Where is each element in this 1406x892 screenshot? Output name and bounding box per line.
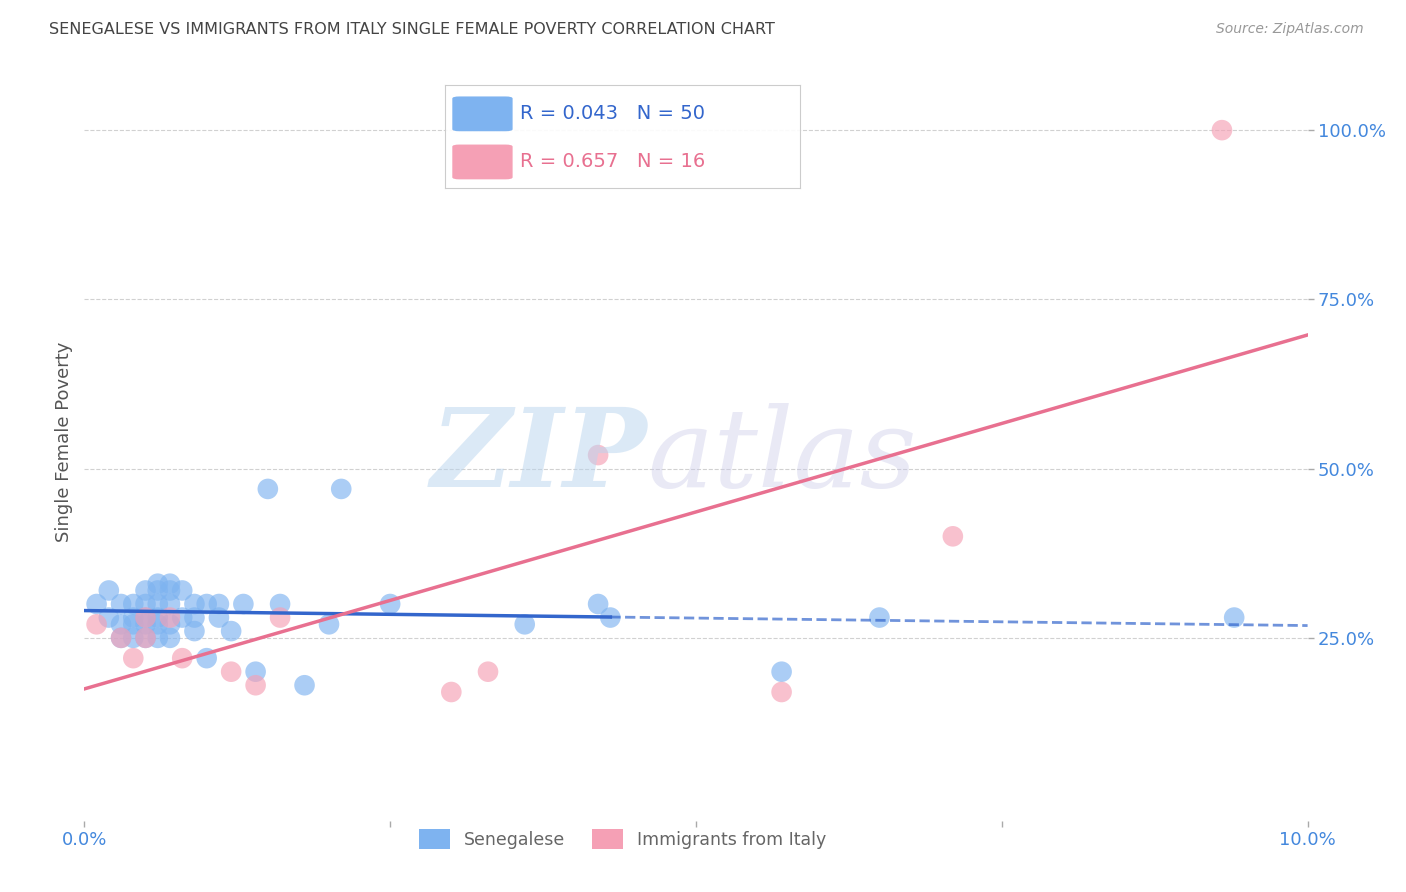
Point [135,610,157,624]
Point [159,617,181,632]
Point [159,576,181,591]
Point [146,583,169,598]
Point [172,651,194,665]
Point [269,597,291,611]
Point [330,482,353,496]
Text: atlas: atlas [647,403,917,510]
Point [135,617,157,632]
Point [245,665,267,679]
Point [219,665,242,679]
Text: Source: ZipAtlas.com: Source: ZipAtlas.com [1216,22,1364,37]
Text: SENEGALESE VS IMMIGRANTS FROM ITALY SINGLE FEMALE POVERTY CORRELATION CHART: SENEGALESE VS IMMIGRANTS FROM ITALY SING… [49,22,775,37]
Point [869,610,891,624]
Point [513,617,536,632]
Point [770,685,793,699]
Point [380,597,402,611]
Point [146,617,169,632]
Point [97,610,120,624]
Point [1223,610,1246,624]
Point [477,665,499,679]
Point [219,624,242,639]
Point [146,610,169,624]
Point [122,610,145,624]
Point [195,651,218,665]
Point [86,597,108,611]
Point [97,583,120,598]
Point [172,583,194,598]
Point [257,482,280,496]
Point [110,631,132,645]
Point [122,597,145,611]
Y-axis label: Single Female Poverty: Single Female Poverty [55,342,73,541]
Point [1211,123,1233,137]
Point [208,610,231,624]
Point [135,597,157,611]
Point [172,610,194,624]
Point [183,624,205,639]
Point [135,631,157,645]
Point [942,529,965,543]
Point [146,576,169,591]
Point [183,597,205,611]
Point [86,617,108,632]
Point [110,617,132,632]
Point [122,651,145,665]
Point [146,631,169,645]
Point [159,610,181,624]
Point [135,583,157,598]
Point [135,610,157,624]
Point [269,610,291,624]
Point [183,610,205,624]
Point [318,617,340,632]
Point [245,678,267,692]
Point [146,597,169,611]
Point [586,597,609,611]
Point [122,617,145,632]
Point [159,597,181,611]
Legend: Senegalese, Immigrants from Italy: Senegalese, Immigrants from Italy [411,820,835,857]
Point [208,597,231,611]
Point [294,678,316,692]
Point [159,631,181,645]
Point [195,597,218,611]
Point [770,665,793,679]
Point [110,631,132,645]
Point [232,597,254,611]
Point [599,610,621,624]
Point [135,631,157,645]
Text: ZIP: ZIP [430,403,647,510]
Point [586,448,609,462]
Point [159,583,181,598]
Point [110,597,132,611]
Point [440,685,463,699]
Point [122,631,145,645]
